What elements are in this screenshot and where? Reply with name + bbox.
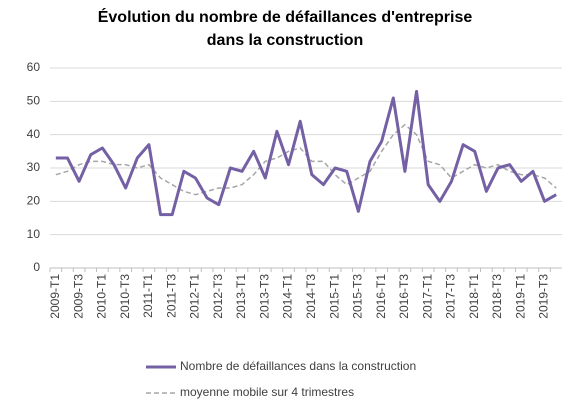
y-tick-label: 40 [27,127,41,141]
y-tick-label: 20 [27,194,41,208]
x-tick-label: 2012-T3 [211,274,225,319]
x-tick-label: 2012-T1 [188,274,202,319]
x-tick-label: 2010-T1 [95,274,109,319]
x-tick-label: 2014-T1 [281,274,295,319]
x-tick-label: 2015-T1 [327,274,341,319]
y-tick-label: 0 [33,260,40,274]
x-tick-label: 2013-T3 [257,274,271,319]
y-tick-label: 30 [27,160,41,174]
x-tick-label: 2015-T3 [351,274,365,319]
x-tick-label: 2017-T3 [444,274,458,319]
x-tick-label: 2019-T1 [513,274,527,319]
x-tick-label: 2019-T3 [537,274,551,319]
x-tick-label: 2018-T3 [490,274,504,319]
x-tick-label: 2009-T3 [71,274,85,319]
x-tick-label: 2016-T3 [397,274,411,319]
x-tick-label: 2018-T1 [467,274,481,319]
chart-title: Évolution du nombre de défaillances d'en… [97,9,473,49]
x-tick-label: 2017-T1 [420,274,434,319]
y-tick-label: 60 [27,60,41,74]
y-tick-label: 10 [27,227,41,241]
x-tick-label: 2009-T1 [48,274,62,319]
legend-label: Nombre de défaillances dans la construct… [180,359,416,373]
y-tick-label: 50 [27,94,41,108]
x-tick-label: 2010-T3 [118,274,132,319]
x-tick-label: 2011-T1 [141,274,155,318]
x-tick-label: 2016-T1 [374,274,388,319]
x-tick-label: 2011-T3 [164,274,178,318]
series-line [55,89,557,217]
legend-label: moyenne mobile sur 4 trimestres [180,385,354,399]
x-tick-label: 2014-T3 [304,274,318,319]
x-tick-label: 2013-T1 [234,274,248,319]
